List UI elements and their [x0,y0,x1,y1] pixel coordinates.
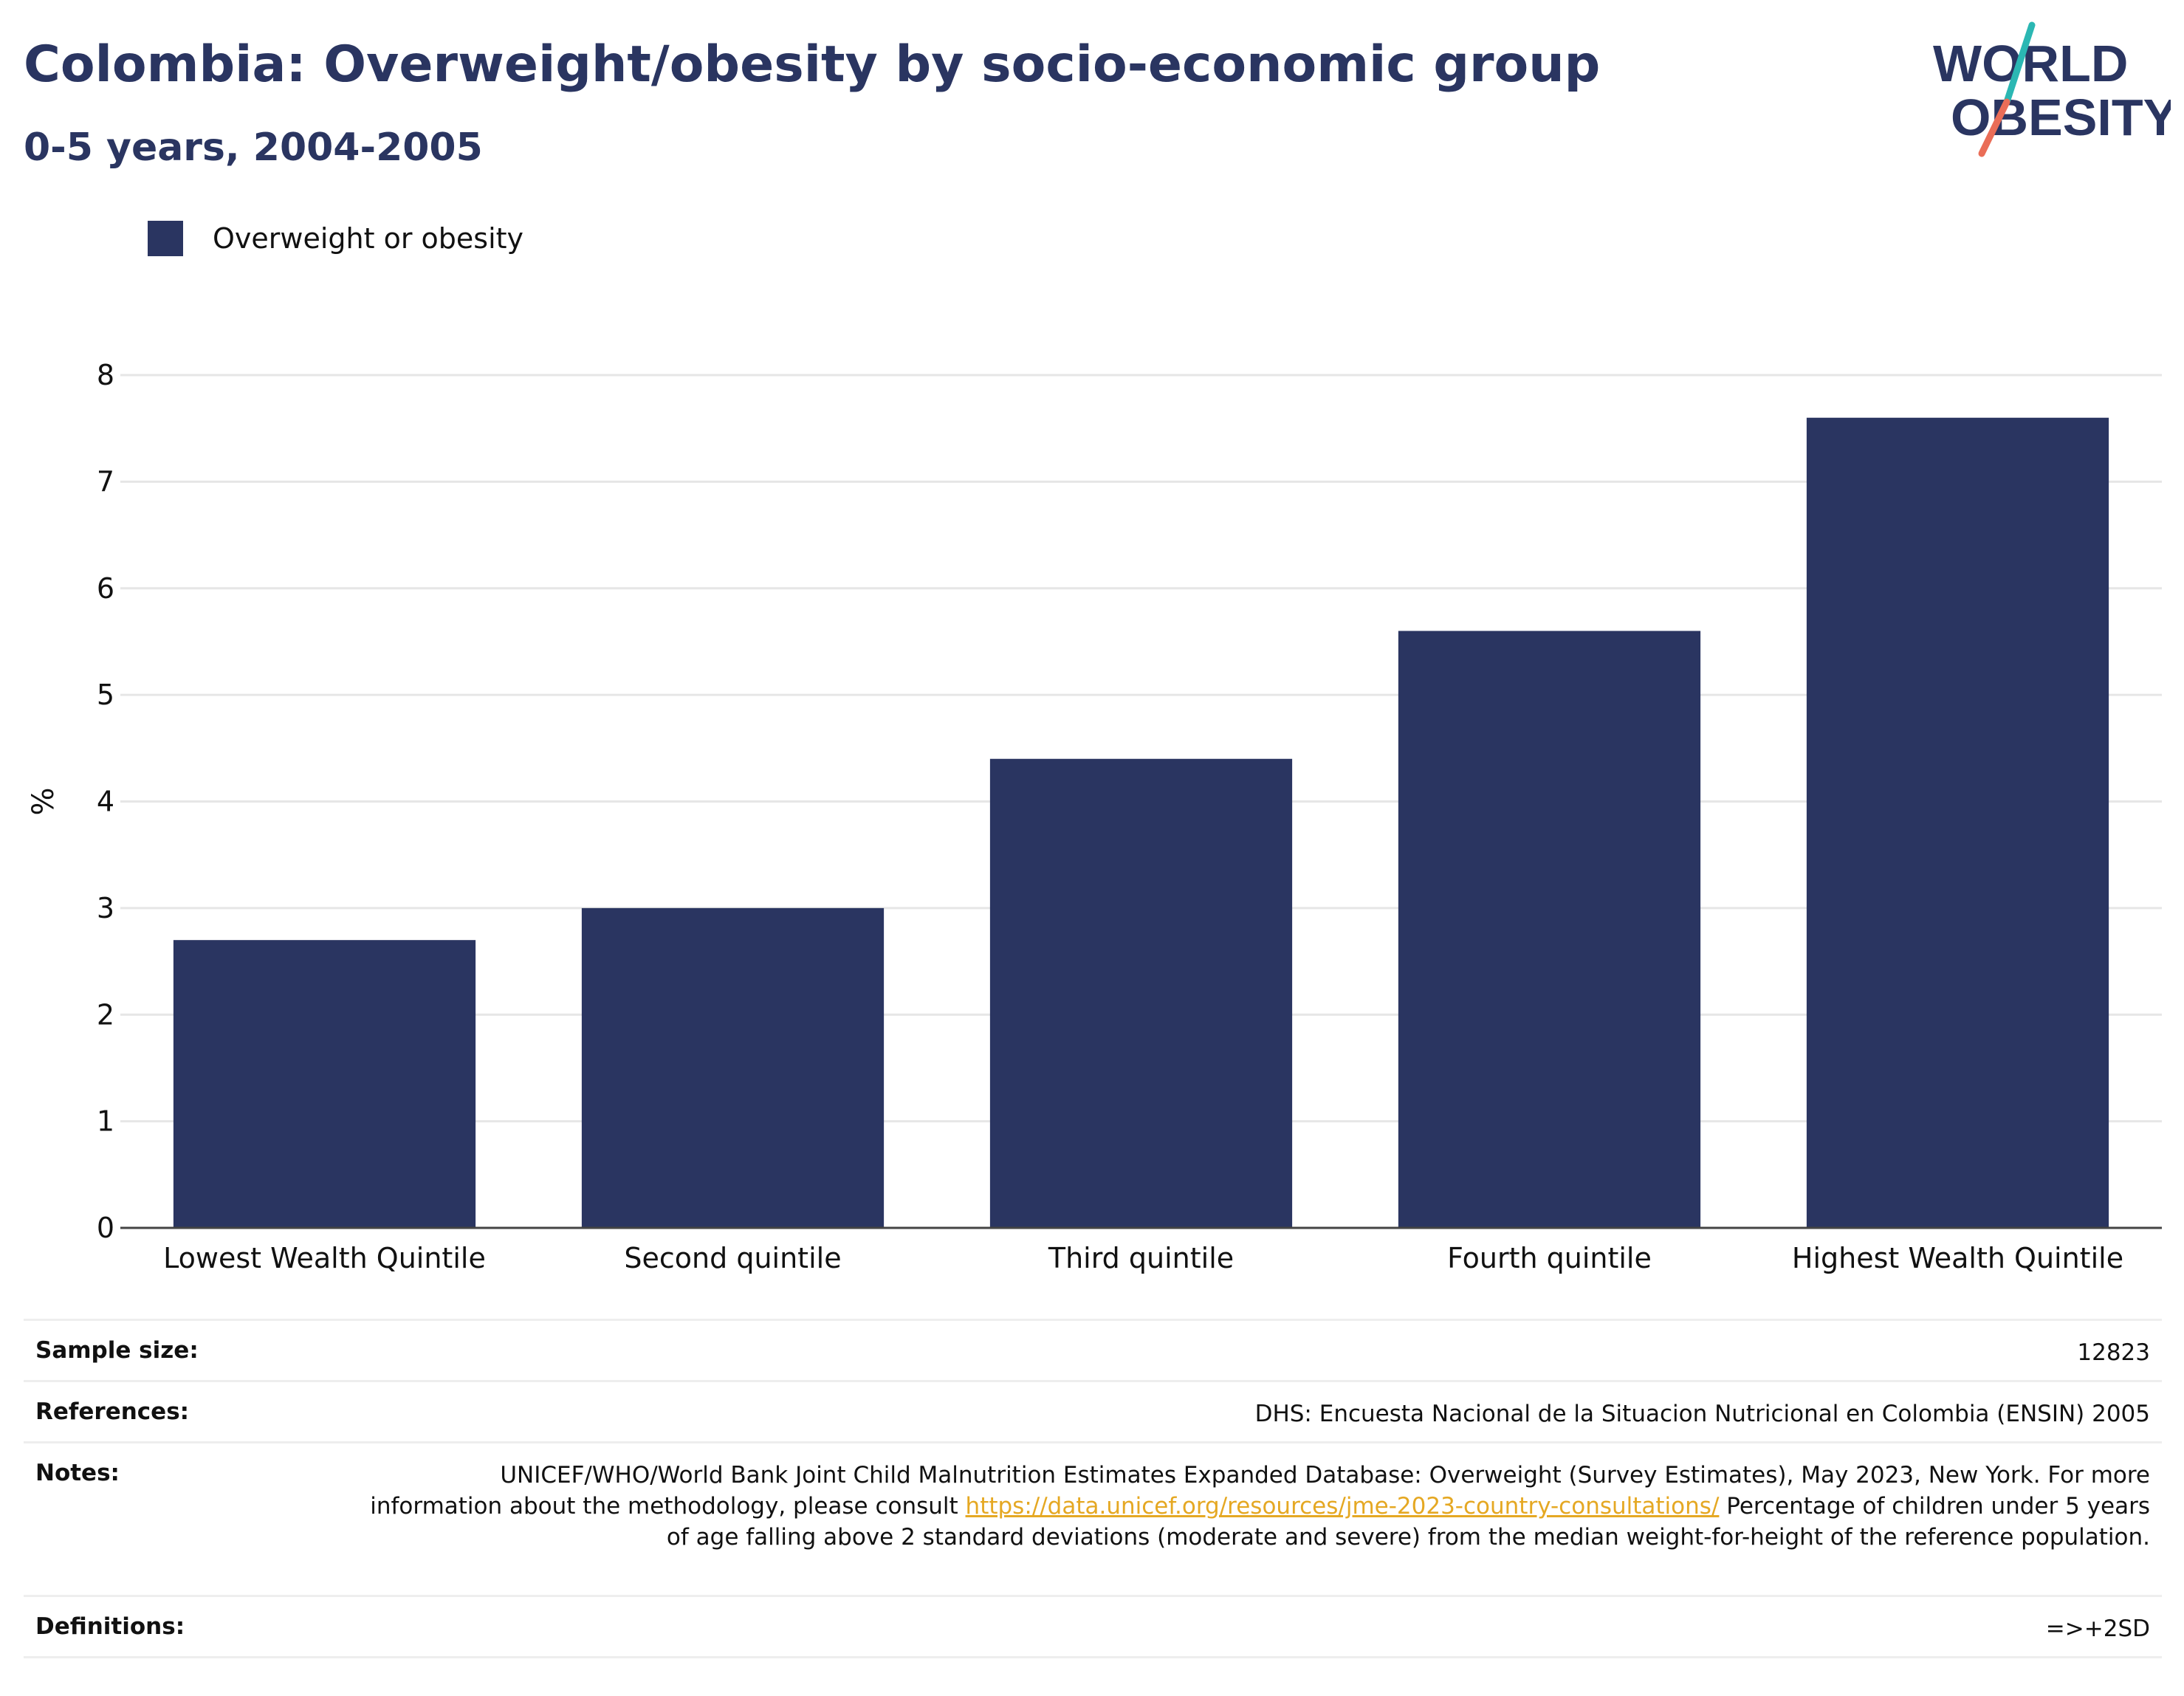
logo-slash-top [2003,21,2036,106]
y-tick-label: 6 [97,572,114,605]
legend-swatch [148,221,183,256]
x-tick-label: Fourth quintile [1447,1242,1652,1274]
sample-size-value: 12823 [2077,1339,2150,1366]
chart-subtitle: 0-5 years, 2004-2005 [24,126,483,170]
references-label: References: [35,1398,190,1425]
notes-link[interactable]: https://data.unicef.org/resources/jme-20… [965,1493,1720,1520]
bar [581,907,885,1228]
notes-value: UNICEF/WHO/World Bank Joint Child Malnut… [363,1460,2150,1579]
bar [1398,631,1701,1228]
notes-label: Notes: [35,1460,120,1486]
x-tick-label: Lowest Wealth Quintile [163,1242,486,1274]
bar [989,758,1293,1228]
metadata-table: Sample size: 12823 References: DHS: Encu… [24,1319,2162,1658]
notes-text-before: UNICEF/WHO/World Bank Joint Child Malnut… [370,1462,2150,1520]
x-tick-label: Highest Wealth Quintile [1792,1242,2123,1274]
notes-text-after: Percentage of children under 5 years of … [666,1493,2150,1551]
definitions-value: =>+2SD [2045,1616,2150,1642]
sample-size-label: Sample size: [35,1337,199,1364]
legend-label: Overweight or obesity [213,222,524,255]
y-tick-label: 0 [97,1212,114,1244]
y-tick-label: 2 [97,998,114,1031]
definitions-row: Definitions: =>+2SD [24,1597,2162,1658]
references-row: References: DHS: Encuesta Nacional de la… [24,1382,2162,1443]
logo-line-world: WORLD [1933,35,2128,92]
y-tick-label: 4 [97,786,114,818]
y-tick-label: 7 [97,465,114,498]
y-tick-label: 1 [97,1105,114,1138]
bar-chart: 0 1 2 3 4 5 6 7 8% Lowest Wealth Quintile Second q… [27,359,2162,1274]
x-tick-label: Second quintile [624,1242,841,1274]
bar [173,940,476,1228]
chart-title: Colombia: Overweight/obesity by socio-ec… [24,35,1601,94]
x-tick-label: Third quintile [1048,1242,1234,1274]
sample-size-row: Sample size: 12823 [24,1321,2162,1382]
references-value: DHS: Encuesta Nacional de la Situacion N… [1254,1401,2150,1427]
chart-legend: Overweight or obesity [148,220,523,257]
y-tick-label: 3 [97,892,114,924]
definitions-label: Definitions: [35,1613,185,1640]
bar [1806,417,2109,1228]
world-obesity-logo: WORLD OBESITY [1933,21,2171,157]
logo-slash-bottom [1978,98,2010,157]
y-tick-label: 5 [97,679,114,711]
y-tick-label: 8 [97,359,114,391]
notes-row: Notes: UNICEF/WHO/World Bank Joint Child… [24,1443,2162,1597]
y-axis-label: % [27,787,61,815]
